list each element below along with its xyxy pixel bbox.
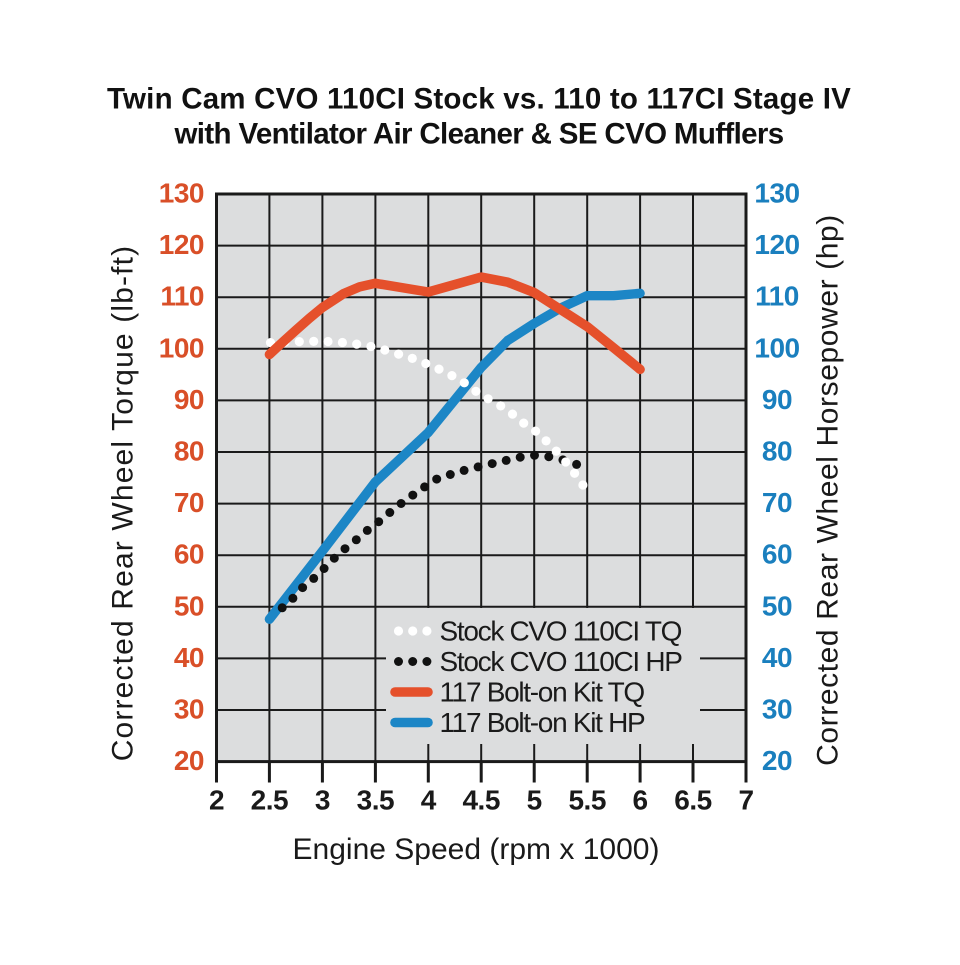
svg-text:130: 130	[754, 178, 799, 209]
svg-text:2: 2	[209, 785, 224, 816]
svg-text:4: 4	[421, 785, 437, 816]
svg-text:3: 3	[315, 785, 330, 816]
svg-text:70: 70	[762, 487, 792, 518]
svg-text:3.5: 3.5	[357, 785, 394, 816]
svg-text:5: 5	[527, 785, 542, 816]
svg-text:Engine Speed (rpm x 1000): Engine Speed (rpm x 1000)	[293, 833, 660, 866]
svg-text:Corrected Rear Wheel Horsepowe: Corrected Rear Wheel Horsepower (hp)	[812, 214, 845, 766]
svg-text:90: 90	[762, 384, 792, 415]
svg-text:50: 50	[762, 590, 792, 621]
svg-text:6: 6	[633, 785, 648, 816]
svg-text:20: 20	[762, 745, 792, 776]
svg-text:80: 80	[174, 436, 204, 467]
svg-text:120: 120	[159, 229, 204, 260]
svg-text:6.5: 6.5	[674, 785, 711, 816]
svg-text:120: 120	[754, 229, 799, 260]
svg-text:90: 90	[174, 384, 204, 415]
svg-text:110: 110	[755, 281, 799, 312]
svg-text:50: 50	[174, 590, 204, 621]
svg-text:Stock CVO 110CI HP: Stock CVO 110CI HP	[440, 646, 683, 677]
svg-text:30: 30	[174, 694, 204, 725]
svg-text:40: 40	[762, 642, 792, 673]
svg-text:100: 100	[159, 332, 204, 363]
svg-text:5.5: 5.5	[568, 785, 605, 816]
svg-text:117 Bolt-on Kit TQ: 117 Bolt-on Kit TQ	[440, 677, 645, 708]
svg-text:7: 7	[738, 785, 753, 816]
svg-text:4.5: 4.5	[462, 785, 499, 816]
svg-text:30: 30	[762, 694, 792, 725]
svg-text:with Ventilator Air Cleaner &: with Ventilator Air Cleaner & SE CVO Muf…	[174, 118, 784, 151]
svg-text:2.5: 2.5	[251, 785, 288, 816]
svg-text:70: 70	[174, 487, 204, 518]
svg-text:Twin Cam CVO 110CI Stock vs. 1: Twin Cam CVO 110CI Stock vs. 110 to 117C…	[107, 83, 851, 116]
svg-text:Corrected Rear Wheel Torque (l: Corrected Rear Wheel Torque (lb-ft)	[107, 245, 140, 762]
svg-text:Stock CVO 110CI TQ: Stock CVO 110CI TQ	[440, 616, 682, 647]
svg-text:110: 110	[160, 281, 204, 312]
svg-text:60: 60	[762, 539, 792, 570]
svg-text:130: 130	[159, 178, 204, 209]
svg-text:40: 40	[174, 642, 204, 673]
svg-text:117 Bolt-on Kit HP: 117 Bolt-on Kit HP	[440, 707, 645, 738]
svg-text:80: 80	[762, 436, 792, 467]
svg-text:100: 100	[754, 332, 799, 363]
svg-text:60: 60	[174, 539, 204, 570]
svg-text:20: 20	[174, 745, 204, 776]
